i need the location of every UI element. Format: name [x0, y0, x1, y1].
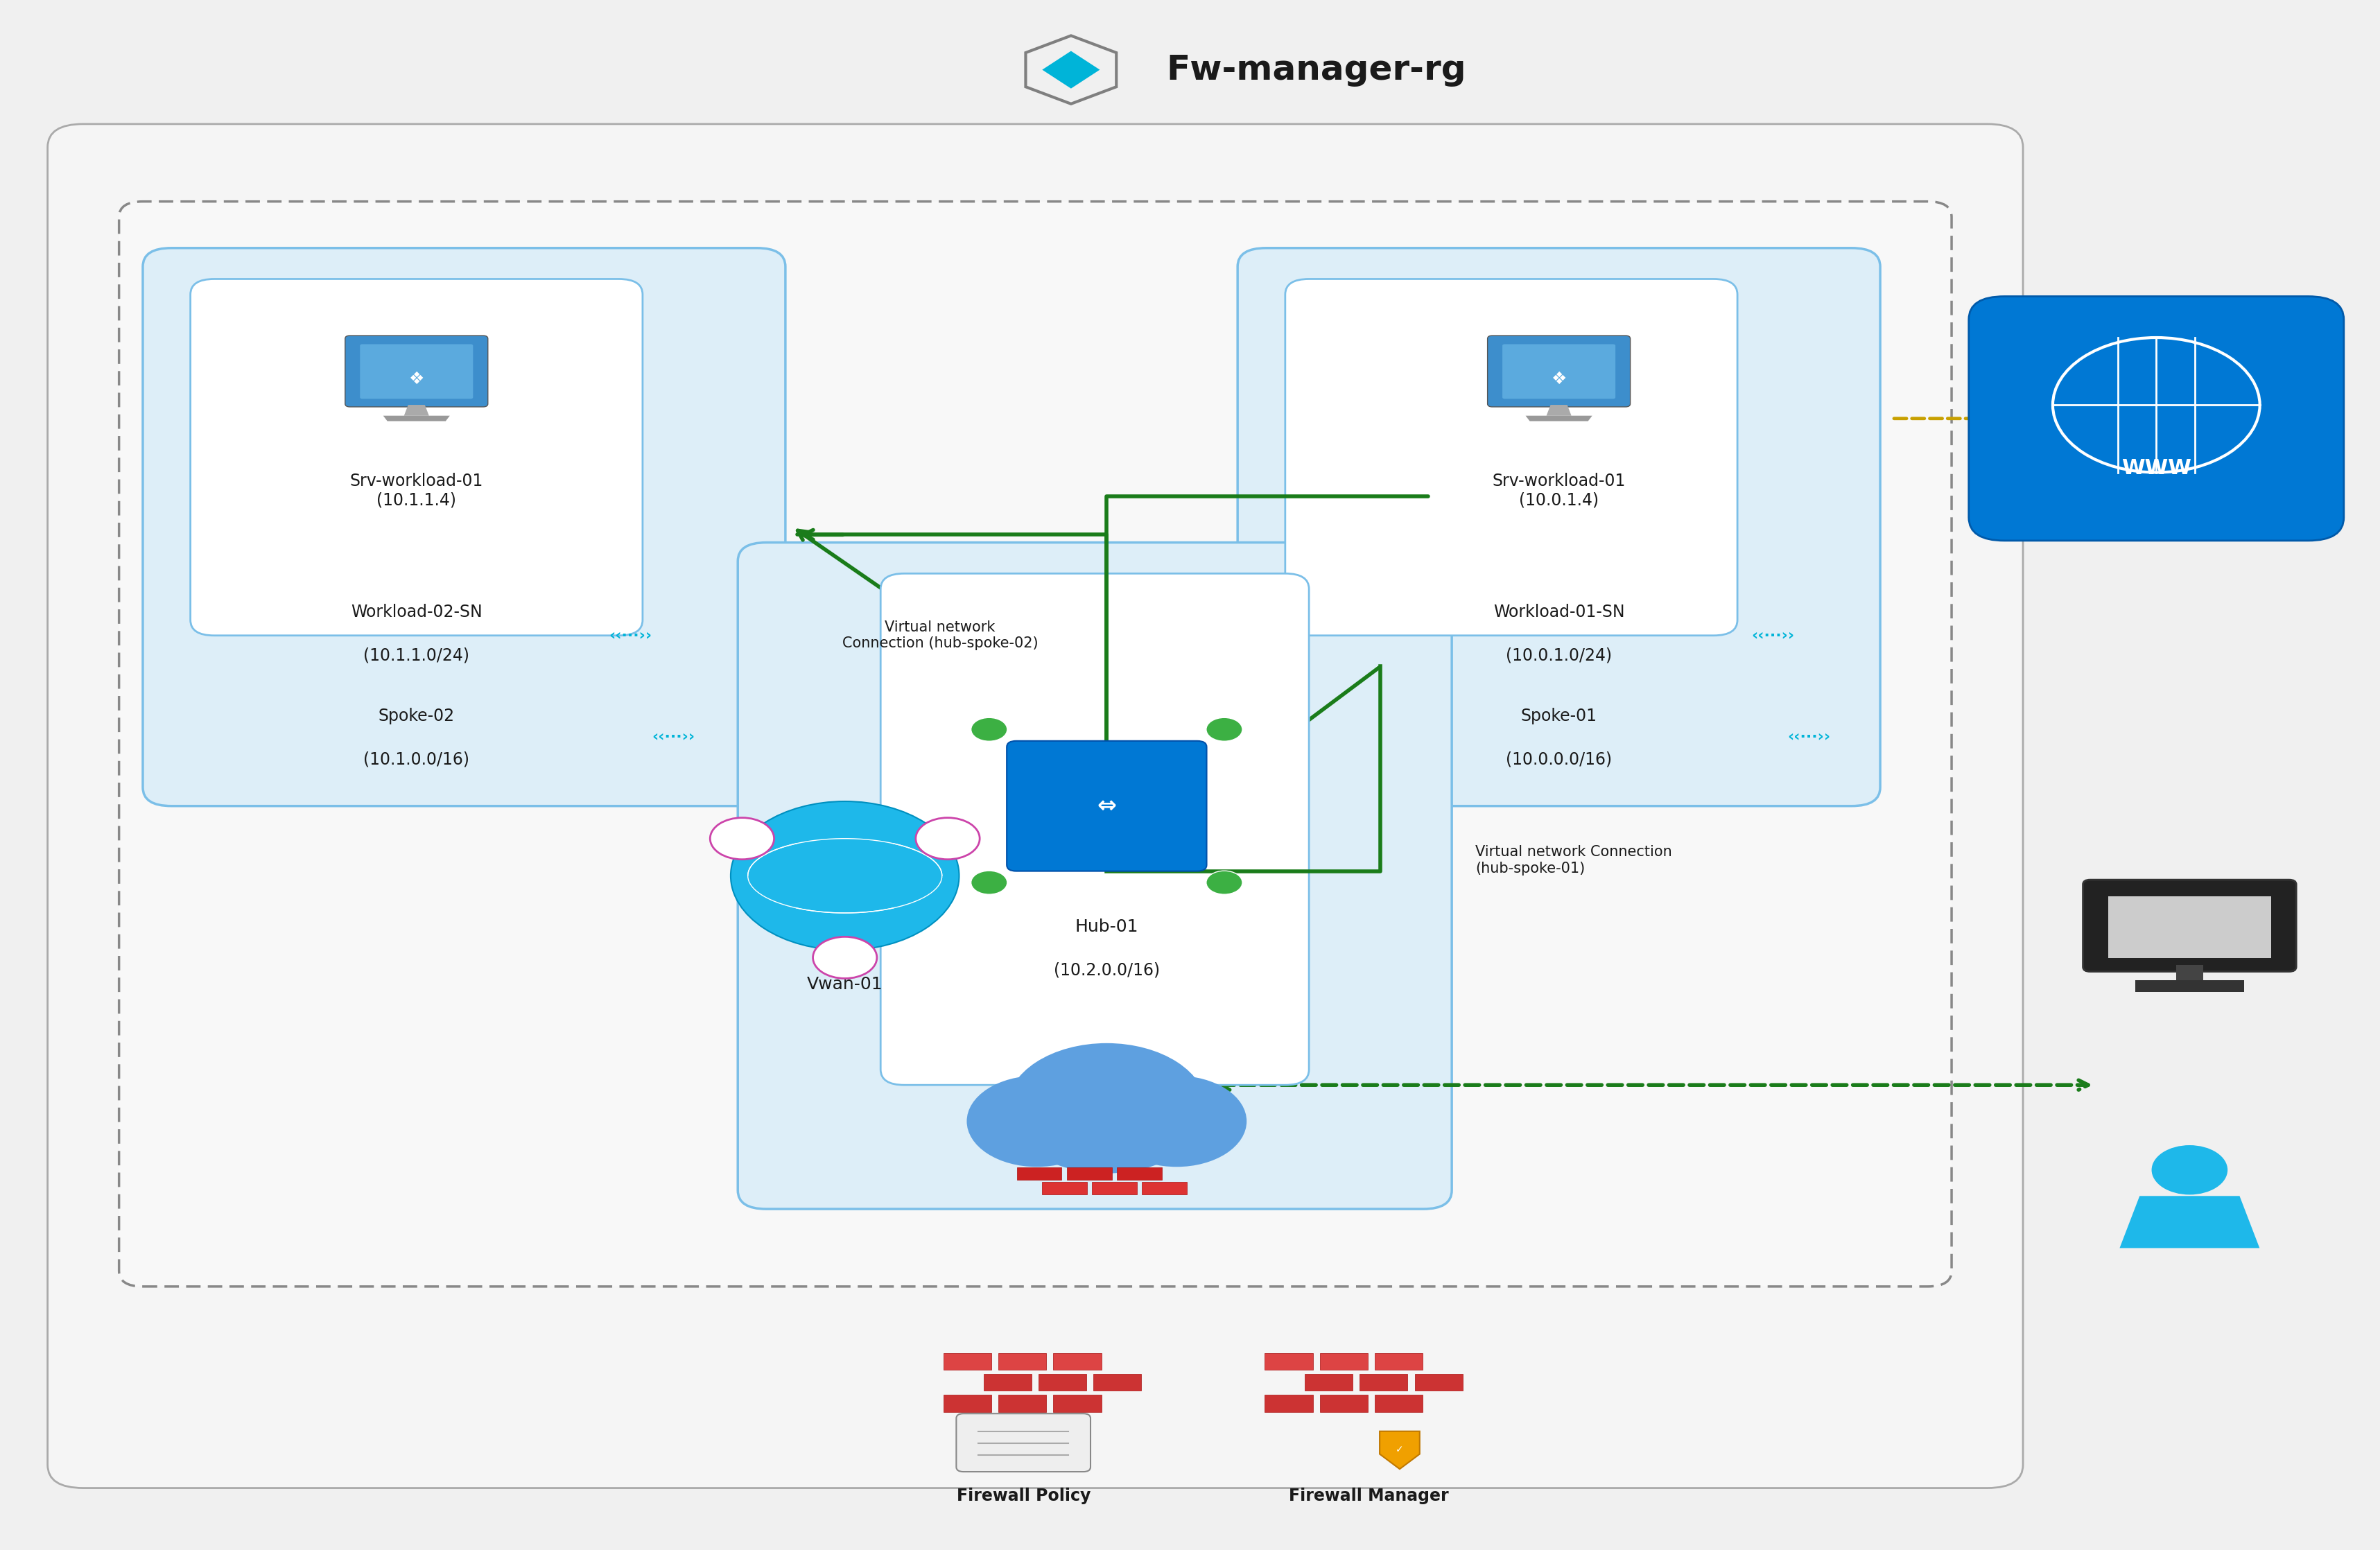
Bar	[1264, 1395, 1314, 1412]
Text: Workload-01-SN: Workload-01-SN	[1492, 605, 1626, 620]
Text: ⇔: ⇔	[1097, 795, 1116, 817]
Bar	[1376, 1395, 1423, 1412]
Text: ‹‹···››: ‹‹···››	[1787, 730, 1830, 742]
Bar	[1054, 1395, 1102, 1412]
Bar	[2109, 896, 2271, 958]
Text: (10.2.0.0/16): (10.2.0.0/16)	[1054, 963, 1159, 978]
Text: Virtual network
Connection (hub-spoke-02): Virtual network Connection (hub-spoke-02…	[843, 620, 1038, 651]
Bar	[1038, 1373, 1085, 1390]
Polygon shape	[2121, 1197, 2259, 1248]
FancyBboxPatch shape	[190, 279, 643, 636]
Bar	[1042, 1183, 1088, 1194]
Bar	[1264, 1353, 1314, 1370]
Bar	[1376, 1353, 1423, 1370]
Polygon shape	[1547, 405, 1571, 415]
Text: Hub-01: Hub-01	[1076, 919, 1138, 935]
Bar	[1414, 1373, 1464, 1390]
Bar	[1142, 1183, 1188, 1194]
Bar	[983, 1373, 1031, 1390]
Text: ‹‹···››: ‹‹···››	[1752, 629, 1795, 642]
Circle shape	[1207, 871, 1242, 894]
FancyBboxPatch shape	[881, 574, 1309, 1085]
FancyBboxPatch shape	[1238, 248, 1880, 806]
Circle shape	[814, 936, 876, 978]
Text: (10.0.0.0/16): (10.0.0.0/16)	[1507, 752, 1611, 767]
FancyBboxPatch shape	[143, 248, 785, 806]
Polygon shape	[405, 405, 428, 415]
Bar	[2135, 980, 2244, 992]
Text: Fw-manager-rg: Fw-manager-rg	[1166, 53, 1466, 87]
Text: (10.0.1.0/24): (10.0.1.0/24)	[1507, 648, 1611, 663]
Bar	[997, 1395, 1047, 1412]
Circle shape	[1207, 718, 1242, 741]
Text: Srv-workload-01
(10.0.1.4): Srv-workload-01 (10.0.1.4)	[1492, 473, 1626, 508]
FancyBboxPatch shape	[738, 542, 1452, 1209]
Polygon shape	[383, 415, 450, 422]
Text: Srv-workload-01
(10.1.1.4): Srv-workload-01 (10.1.1.4)	[350, 473, 483, 508]
Text: WWW: WWW	[2121, 457, 2192, 477]
Text: (10.1.0.0/16): (10.1.0.0/16)	[364, 752, 469, 767]
Circle shape	[1107, 1076, 1247, 1167]
Text: Spoke-01: Spoke-01	[1521, 708, 1597, 724]
Bar	[1054, 1353, 1102, 1370]
Circle shape	[916, 818, 981, 859]
Text: ❖: ❖	[409, 370, 424, 388]
FancyBboxPatch shape	[1007, 741, 1207, 871]
Polygon shape	[1526, 415, 1592, 422]
Text: ❖: ❖	[1552, 370, 1566, 388]
Text: Spoke-02: Spoke-02	[378, 708, 455, 724]
Text: ✓: ✓	[1395, 1445, 1404, 1454]
FancyBboxPatch shape	[48, 124, 2023, 1488]
FancyBboxPatch shape	[2082, 880, 2297, 972]
FancyBboxPatch shape	[1488, 335, 1630, 406]
Circle shape	[2152, 1145, 2228, 1195]
Bar	[1319, 1395, 1368, 1412]
Circle shape	[966, 1076, 1107, 1167]
Bar	[942, 1395, 992, 1412]
Bar	[942, 1353, 992, 1370]
Polygon shape	[1042, 51, 1100, 88]
Circle shape	[971, 871, 1007, 894]
Bar	[2175, 966, 2204, 981]
Bar	[1066, 1167, 1111, 1180]
Circle shape	[709, 818, 774, 859]
FancyBboxPatch shape	[119, 202, 1952, 1286]
FancyBboxPatch shape	[957, 1414, 1090, 1472]
Bar	[1092, 1373, 1142, 1390]
FancyBboxPatch shape	[1968, 296, 2344, 541]
FancyBboxPatch shape	[1502, 344, 1616, 398]
FancyBboxPatch shape	[1285, 279, 1737, 636]
Bar	[1016, 1167, 1061, 1180]
Bar	[997, 1353, 1047, 1370]
Circle shape	[971, 718, 1007, 741]
Text: Vwan-01: Vwan-01	[807, 977, 883, 992]
Bar	[1092, 1183, 1138, 1194]
FancyBboxPatch shape	[345, 335, 488, 406]
Bar	[1304, 1373, 1352, 1390]
Bar	[1319, 1353, 1368, 1370]
Bar	[1359, 1373, 1407, 1390]
Polygon shape	[1380, 1431, 1418, 1469]
FancyBboxPatch shape	[359, 344, 474, 398]
Text: Workload-02-SN: Workload-02-SN	[350, 605, 483, 620]
Text: Virtual network Connection
(hub-spoke-01): Virtual network Connection (hub-spoke-01…	[1476, 845, 1673, 876]
Text: ‹‹···››: ‹‹···››	[609, 629, 652, 642]
Text: Firewall Policy: Firewall Policy	[957, 1488, 1090, 1504]
Text: Firewall Manager: Firewall Manager	[1288, 1488, 1449, 1504]
Text: ‹‹···››: ‹‹···››	[652, 730, 695, 742]
Bar	[1116, 1167, 1161, 1180]
Circle shape	[731, 801, 959, 950]
Circle shape	[1007, 1043, 1207, 1173]
Text: (10.1.1.0/24): (10.1.1.0/24)	[364, 648, 469, 663]
